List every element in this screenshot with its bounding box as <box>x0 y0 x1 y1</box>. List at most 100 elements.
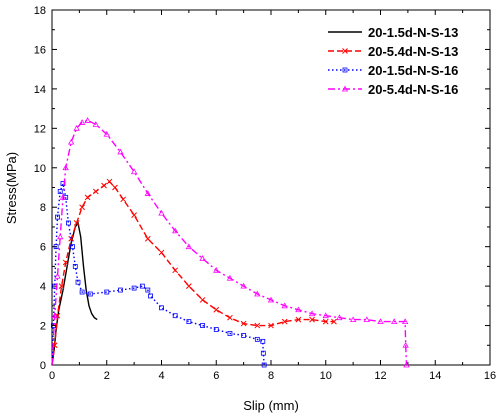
series-3-point-6 <box>67 138 75 145</box>
series-1-point-11 <box>106 178 113 185</box>
x-tick-label-7: 14 <box>429 370 441 382</box>
series-2-point-25 <box>227 331 233 336</box>
series-2-point-14 <box>104 289 110 295</box>
series-1-point-18 <box>186 283 192 289</box>
series-2-point-13 <box>87 291 93 297</box>
legend-marker-3 <box>341 85 349 92</box>
series-3-point-30 <box>363 316 370 323</box>
series-1-point-15 <box>144 235 151 242</box>
series-2-point-3 <box>53 244 59 250</box>
series-3-point-33 <box>401 318 409 325</box>
x-tick-label-1: 2 <box>104 370 110 382</box>
y-tick-label-3: 6 <box>40 242 46 254</box>
series-1-point-23 <box>254 322 261 329</box>
series-1-point-9 <box>92 188 99 195</box>
series-3-point-17 <box>185 243 193 250</box>
series-2-point-17 <box>139 283 145 289</box>
series-2-point-5 <box>57 189 63 194</box>
series-1-point-28 <box>322 318 329 325</box>
series-3-point-8 <box>78 119 86 125</box>
series-3-point-9 <box>84 117 91 123</box>
series-1-point-5 <box>68 235 75 242</box>
series-1-point-12 <box>112 184 118 191</box>
series-3-point-1 <box>51 312 58 319</box>
series-3-point-10 <box>92 121 99 127</box>
series-3-point-35 <box>403 361 410 368</box>
x-tick-label-2: 4 <box>158 370 164 382</box>
series-line-3 <box>51 119 408 366</box>
series-1-point-21 <box>227 314 233 321</box>
series-2-point-29 <box>260 350 266 356</box>
y-tick-label-5: 10 <box>34 163 46 175</box>
series-2-point-1 <box>50 323 56 328</box>
series-2-point-8 <box>66 220 71 226</box>
series-2-point-16 <box>131 285 137 291</box>
y-axis-label: Stress(MPa) <box>4 152 19 224</box>
y-tick-label-2: 4 <box>40 281 46 293</box>
series-2-point-18 <box>145 287 151 293</box>
series-2-point-22 <box>186 319 192 325</box>
series-3-point-12 <box>117 148 124 155</box>
series-2-point-30 <box>261 362 267 368</box>
x-tick-label-0: 0 <box>49 370 55 382</box>
series-3-point-16 <box>172 227 179 234</box>
y-tick-label-1: 2 <box>40 321 46 333</box>
legend-label-3: 20-5.4d-N-S-16 <box>368 82 458 97</box>
series-3-point-13 <box>130 168 138 175</box>
series-3-point-5 <box>62 164 69 171</box>
series-3-point-32 <box>391 318 398 325</box>
series-1-point-22 <box>240 320 247 327</box>
series-2-point-12 <box>79 289 85 295</box>
series-1-point-7 <box>79 204 85 211</box>
series-3-point-19 <box>213 267 220 273</box>
series-3-point-3 <box>57 233 64 240</box>
series-3-point-11 <box>103 130 110 137</box>
series-2-point-23 <box>200 323 205 328</box>
series-3 <box>51 117 410 368</box>
series-1-point-29 <box>331 318 337 325</box>
series-1-point-10 <box>101 182 107 189</box>
series-3-point-31 <box>377 318 384 325</box>
legend-label-0: 20-1.5d-N-S-13 <box>368 25 458 40</box>
series-layer <box>50 117 410 368</box>
y-tick-label-8: 16 <box>34 44 46 56</box>
series-2-point-21 <box>172 313 178 319</box>
series-2-point-11 <box>75 279 81 285</box>
series-1-point-6 <box>73 220 80 226</box>
x-tick-label-6: 12 <box>374 370 386 382</box>
series-3-point-4 <box>59 194 67 200</box>
series-2-point-27 <box>254 336 260 342</box>
legend-marker-1 <box>342 48 348 54</box>
series-1-point-27 <box>309 316 315 323</box>
series-1-point-4 <box>62 259 69 266</box>
series-2-point-10 <box>72 263 78 269</box>
series-3-point-21 <box>240 282 247 289</box>
series-3-point-26 <box>308 310 316 317</box>
series-2-point-19 <box>148 293 153 299</box>
x-tick-label-4: 8 <box>268 370 274 382</box>
y-tick-label-9: 18 <box>34 5 46 17</box>
series-3-point-25 <box>295 306 302 313</box>
y-tick-label-0: 0 <box>40 360 46 372</box>
series-1-point-8 <box>84 194 91 201</box>
legend-label-2: 20-1.5d-N-S-16 <box>368 63 458 78</box>
legend-label-1: 20-5.4d-N-S-13 <box>368 44 458 59</box>
series-1-point-19 <box>199 297 206 303</box>
series-3-point-28 <box>336 314 343 321</box>
legend-marker-2 <box>342 67 348 73</box>
series-line-2 <box>51 180 265 366</box>
series-3-point-20 <box>226 274 234 281</box>
series-2-point-24 <box>213 327 219 332</box>
series-3-point-24 <box>281 302 288 309</box>
series-line-1 <box>51 180 334 366</box>
y-tick-label-7: 14 <box>34 84 46 96</box>
series-2-point-4 <box>55 214 60 220</box>
series-1-point-14 <box>131 212 137 218</box>
series-3-point-27 <box>322 312 329 319</box>
series-1-point-24 <box>268 322 274 329</box>
series-3-point-15 <box>158 209 165 216</box>
legend: 20-1.5d-N-S-13 20-5.4d-N-S-13 20-1.5d-N-S-… <box>328 25 458 97</box>
y-tick-label-4: 8 <box>40 202 46 214</box>
